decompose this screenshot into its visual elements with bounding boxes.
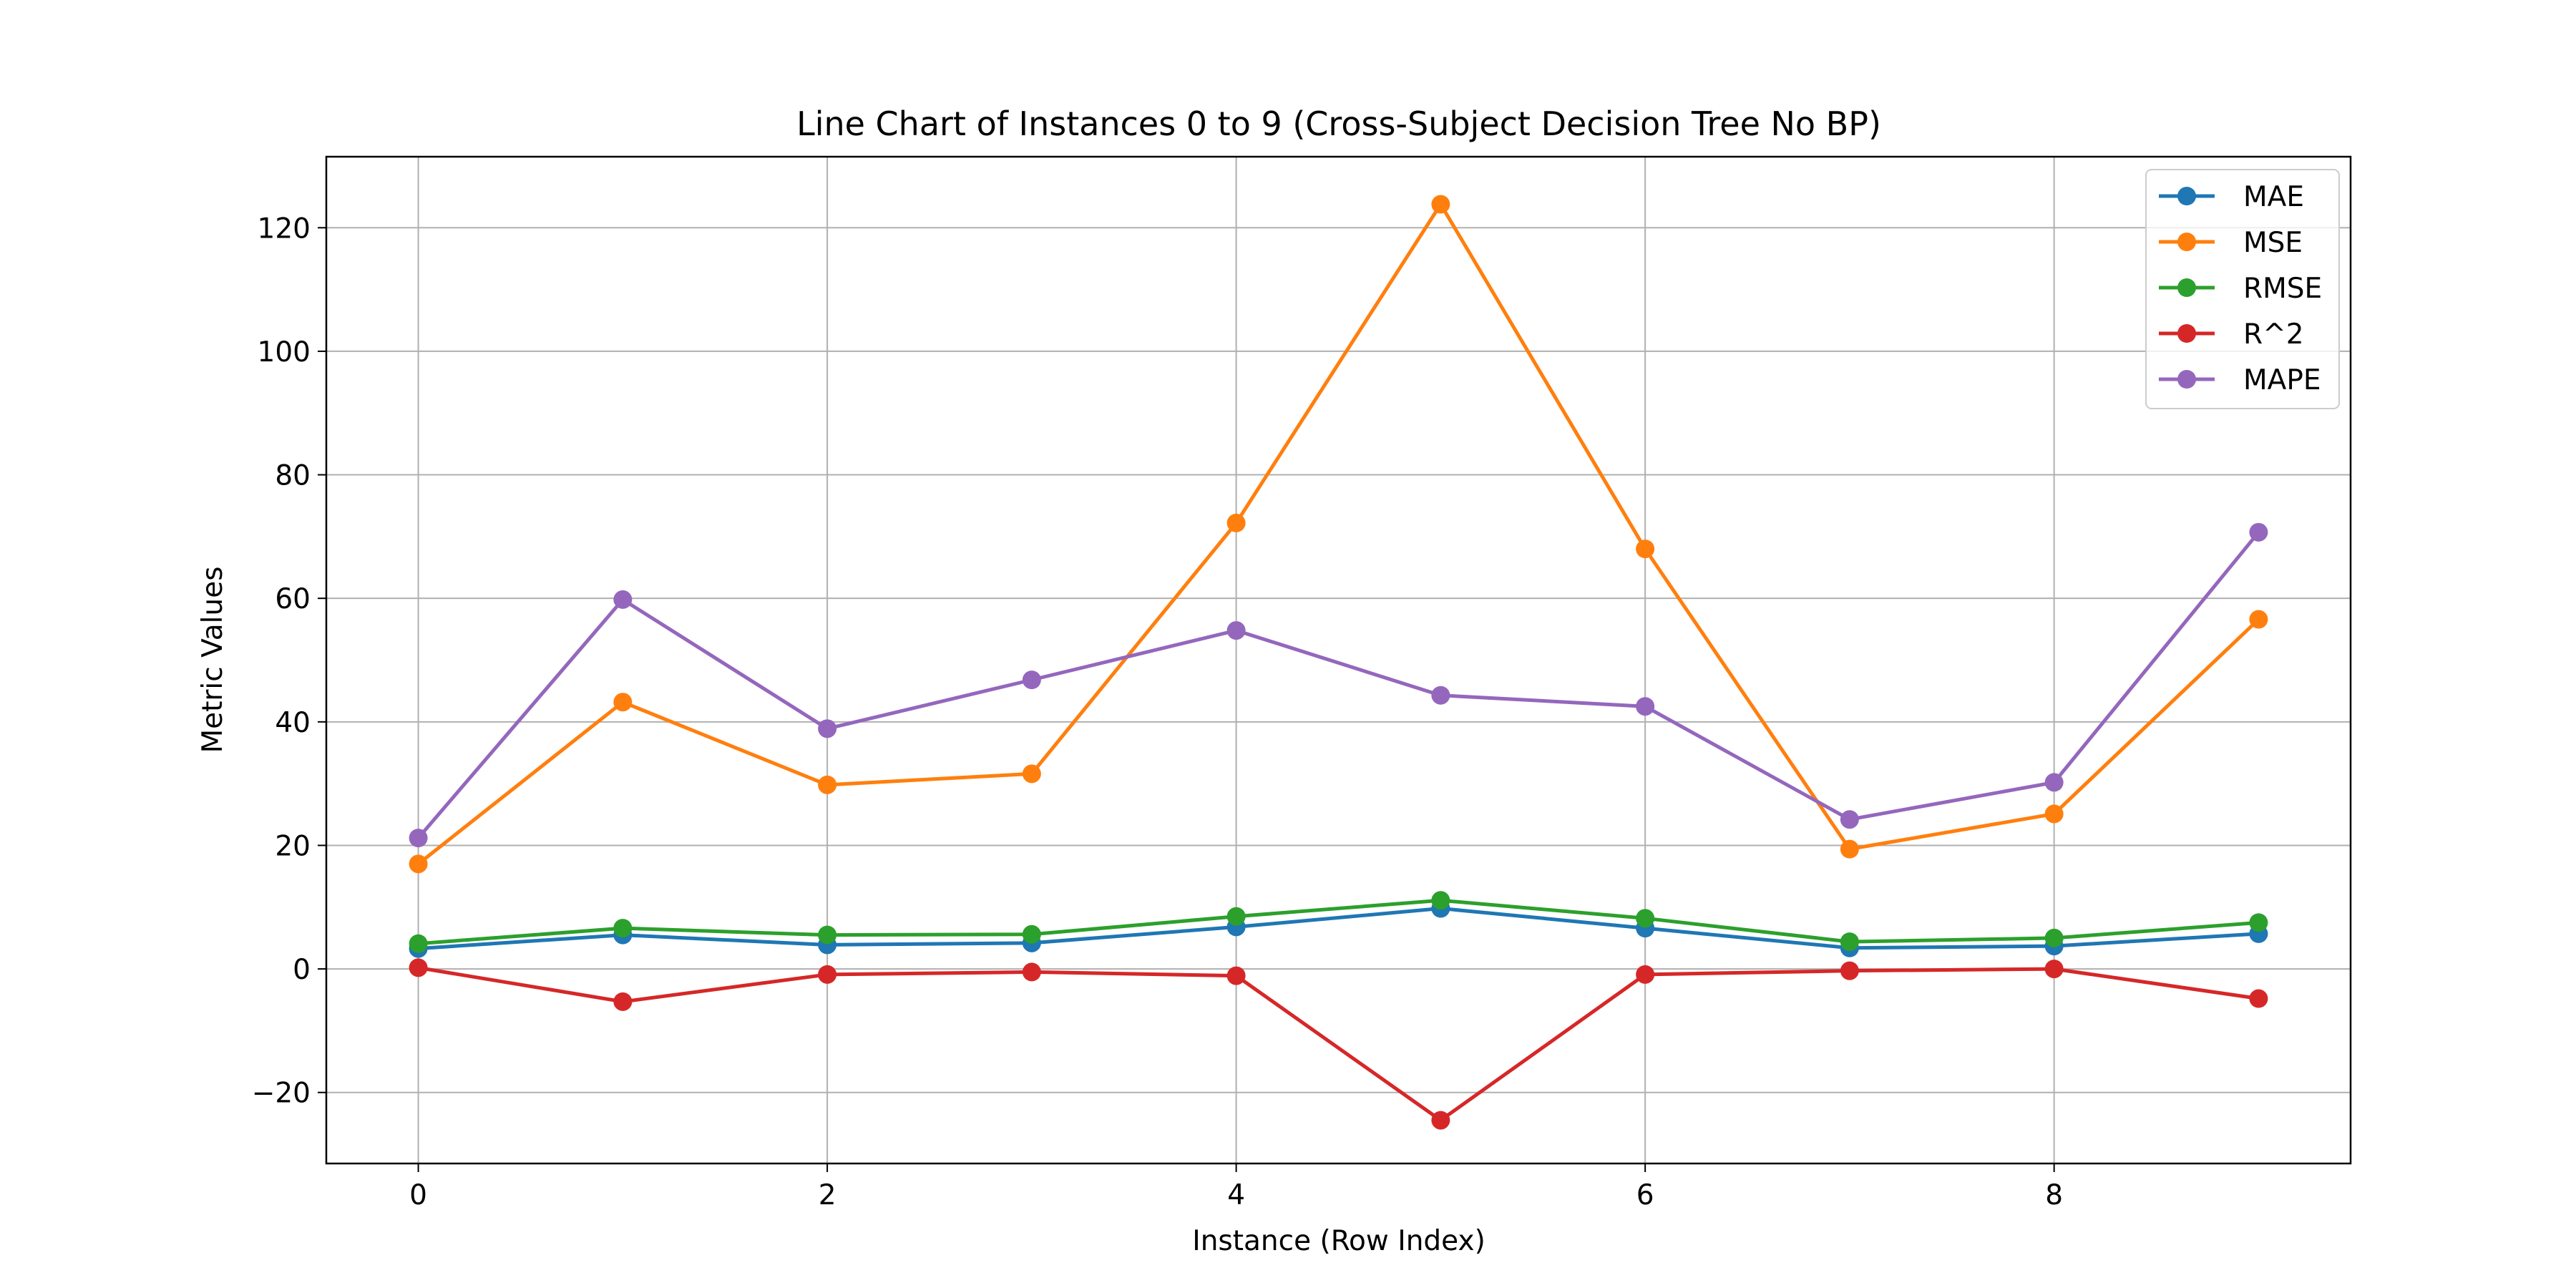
legend-label: RMSE: [2243, 273, 2322, 305]
data-point-r2: [1226, 966, 1246, 985]
data-point-mape: [818, 719, 837, 738]
y-tick-label: 60: [275, 583, 311, 615]
data-point-r2: [2249, 989, 2268, 1008]
data-point-rmse: [818, 925, 837, 945]
chart-title: Line Chart of Instances 0 to 9 (Cross-Su…: [796, 104, 1881, 143]
data-point-r2: [1022, 962, 1041, 982]
data-point-mape: [1022, 670, 1041, 690]
series-line-mse: [416, 202, 2260, 866]
data-point-r2: [1636, 965, 1655, 984]
data-point-rmse: [1226, 907, 1246, 926]
tick-layer: 0 2 4 6 8 −20 0 20 40 60 80 100 120: [252, 213, 2063, 1211]
data-point-mape: [1840, 810, 1859, 829]
x-axis-label: Instance (Row Index): [1192, 1225, 1485, 1257]
data-point-r2: [613, 992, 633, 1011]
legend: MAE MSE RMSE R^2 MAPE: [2145, 169, 2340, 409]
data-point-rmse: [1431, 891, 1450, 910]
data-point-r2: [818, 965, 837, 984]
x-tick-label: 4: [1227, 1179, 1245, 1211]
data-point-rmse: [1636, 909, 1655, 928]
data-point-mse: [2249, 610, 2268, 629]
y-tick-label: 20: [275, 830, 311, 862]
legend-label: MAPE: [2243, 364, 2321, 396]
data-point-mse: [409, 854, 428, 874]
y-tick-label: 100: [258, 336, 311, 369]
data-point-r2: [2044, 960, 2064, 979]
series-line-r2: [416, 965, 2260, 1123]
legend-label: MSE: [2243, 227, 2303, 259]
data-point-mape: [2044, 773, 2064, 792]
data-point-rmse: [1022, 924, 1041, 944]
series-layer: [409, 195, 2268, 1130]
data-point-mape: [613, 590, 633, 609]
x-tick-label: 0: [409, 1179, 427, 1211]
y-axis-label: Metric Values: [197, 566, 229, 753]
data-point-rmse: [2249, 913, 2268, 932]
series-rmse: [409, 891, 2268, 953]
data-point-mse: [1226, 513, 1246, 532]
x-tick-label: 8: [2045, 1179, 2063, 1211]
series-line-mae: [416, 907, 2260, 951]
data-point-rmse: [409, 934, 428, 953]
y-tick-label: 120: [258, 213, 311, 245]
series-mse: [409, 195, 2268, 874]
data-point-mse: [1636, 540, 1655, 559]
data-point-mse: [613, 693, 633, 712]
data-point-r2: [1431, 1111, 1450, 1130]
y-tick-label: 40: [275, 707, 311, 739]
data-point-rmse: [613, 919, 633, 938]
series-line-mape: [416, 530, 2260, 840]
data-point-r2: [1840, 961, 1859, 980]
data-point-mape: [2249, 522, 2268, 542]
plot-area-frame: [325, 155, 2352, 1165]
data-point-mse: [1840, 839, 1859, 859]
data-point-mse: [818, 775, 837, 794]
data-point-mse: [1431, 195, 1450, 214]
legend-label: R^2: [2243, 318, 2304, 351]
legend-label: MAE: [2243, 181, 2304, 213]
x-tick-label: 6: [1636, 1179, 1654, 1211]
series-r2: [409, 958, 2268, 1130]
y-tick-label: 80: [275, 460, 311, 492]
data-point-mape: [409, 829, 428, 848]
series-mape: [409, 522, 2268, 848]
data-point-mape: [1226, 621, 1246, 640]
series-line-rmse: [416, 898, 2260, 946]
legend-marker: [2177, 187, 2196, 205]
data-point-rmse: [1840, 932, 1859, 952]
x-tick-label: 2: [819, 1179, 836, 1211]
data-point-rmse: [2044, 928, 2064, 947]
data-point-mse: [2044, 804, 2064, 824]
data-point-mape: [1431, 686, 1450, 705]
data-point-mape: [1636, 697, 1655, 716]
legend-marker: [2177, 278, 2196, 297]
legend-marker: [2177, 233, 2196, 251]
legend-marker: [2177, 370, 2196, 389]
legend-marker: [2177, 324, 2196, 343]
y-tick-label: −20: [252, 1078, 311, 1110]
data-point-mse: [1022, 764, 1041, 784]
legend-box: [2145, 169, 2340, 409]
y-tick-label: 0: [293, 954, 311, 986]
data-point-r2: [409, 958, 428, 977]
